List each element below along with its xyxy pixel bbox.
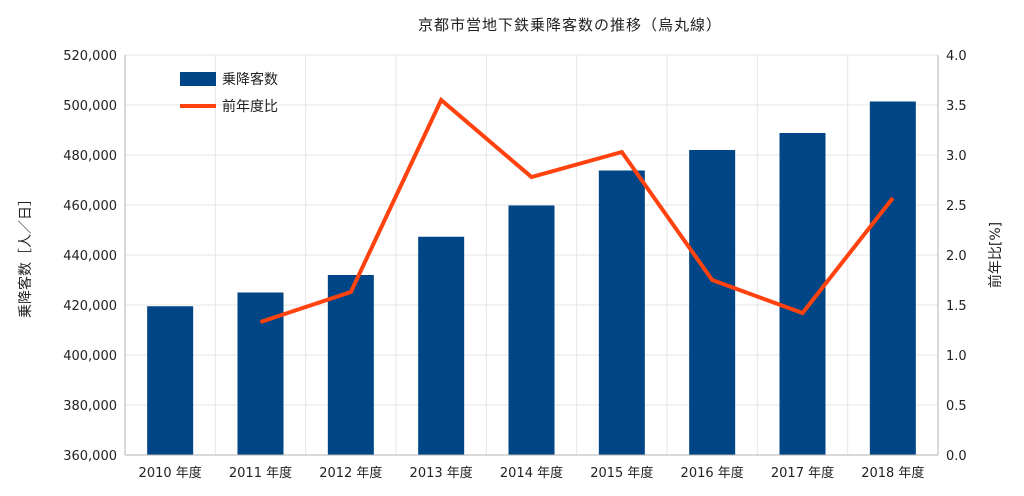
y-tick-label: 360,000 [63, 449, 117, 464]
y2-tick-label: 1.0 [946, 349, 967, 364]
x-tick-label: 2011 年度 [229, 465, 292, 481]
bar [598, 170, 645, 455]
series-line [259, 96, 895, 324]
axes [124, 55, 939, 456]
y2-tick-label: 2.5 [946, 199, 967, 214]
y-axis-title: 乗降客数［人／日］ [17, 192, 34, 318]
tick-labels: 360,000 0.0 380,000 0.5 400,000 1.0 420,000 1.5… [63, 49, 966, 481]
y2-tick-label: 3.5 [946, 99, 967, 114]
y2-tick-label: 3.0 [946, 149, 967, 164]
y-tick-label: 380,000 [63, 399, 117, 414]
legend-swatch-bars [180, 72, 216, 86]
y2-tick-label: 1.5 [946, 299, 967, 314]
bar [689, 150, 736, 455]
bar [869, 101, 916, 455]
y2-tick-label: 4.0 [946, 49, 967, 64]
y-tick-label: 420,000 [63, 299, 117, 314]
line-series [259, 96, 895, 324]
bar [237, 292, 284, 455]
y-tick-label: 520,000 [63, 49, 117, 64]
bar [508, 205, 555, 455]
x-tick-label: 2013 年度 [410, 465, 473, 481]
y-tick-label: 440,000 [63, 249, 117, 264]
legend-label-bars: 乗降客数 [222, 71, 278, 88]
x-tick-label: 2014 年度 [500, 465, 563, 481]
x-tick-label: 2010 年度 [139, 465, 202, 481]
x-tick-label: 2018 年度 [861, 465, 924, 481]
y-tick-label: 500,000 [63, 99, 117, 114]
y-tick-label: 400,000 [63, 349, 117, 364]
bar-series [147, 101, 916, 455]
legend-label-line: 前年度比 [222, 98, 278, 115]
bar [147, 306, 194, 455]
bar [327, 275, 374, 455]
x-tick-label: 2015 年度 [590, 465, 653, 481]
x-tick-label: 2017 年度 [771, 465, 834, 481]
y2-tick-label: 0.0 [946, 449, 967, 464]
x-tick-label: 2012 年度 [319, 465, 382, 481]
chart-title: 京都市営地下鉄乗降客数の推移（烏丸線） [418, 16, 722, 34]
y-tick-label: 480,000 [63, 149, 117, 164]
x-tick-label: 2016 年度 [681, 465, 744, 481]
y2-tick-label: 2.0 [946, 249, 967, 264]
y2-tick-label: 0.5 [946, 399, 967, 414]
y-tick-label: 460,000 [63, 199, 117, 214]
bar [418, 236, 465, 455]
y2-axis-title: 前年比[%] [987, 222, 1004, 288]
legend: 乗降客数 前年度比 [180, 71, 278, 115]
